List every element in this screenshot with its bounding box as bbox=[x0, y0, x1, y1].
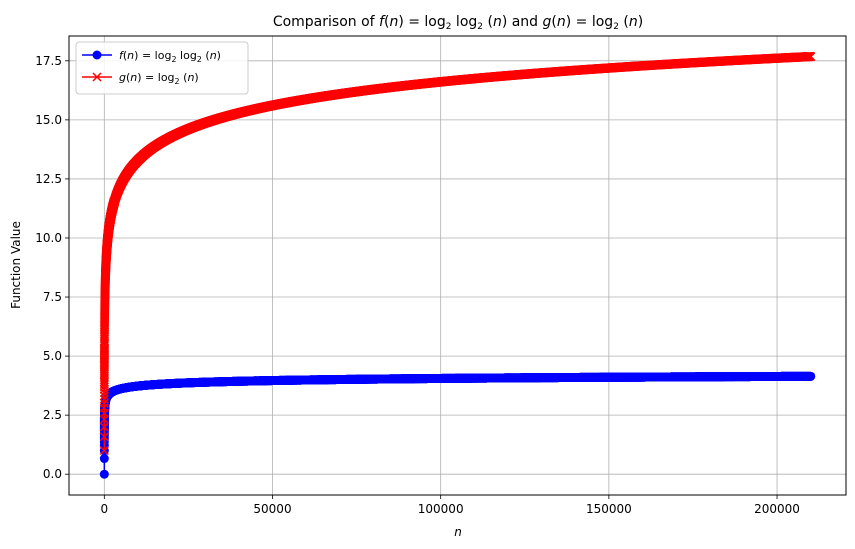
chart-title: Comparison of f(n) = log2 log2 (n) and g… bbox=[273, 14, 643, 32]
data-point bbox=[99, 469, 109, 479]
data-point bbox=[99, 454, 109, 464]
plot-series bbox=[99, 52, 816, 479]
grid-lines bbox=[69, 36, 846, 495]
